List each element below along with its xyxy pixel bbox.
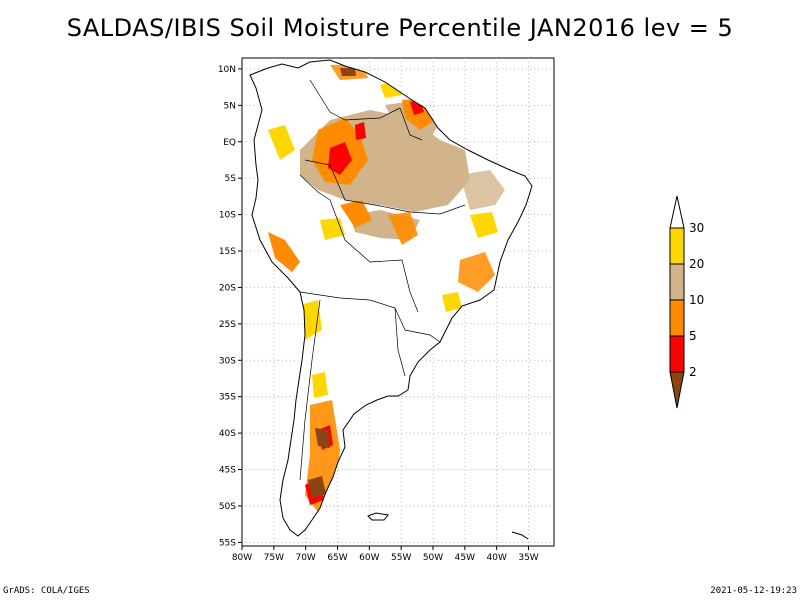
region-patagonia-brown bbox=[315, 428, 330, 448]
region-bolivia-orange bbox=[388, 212, 418, 245]
colorbar-legend: 30 20 10 5 2 bbox=[669, 195, 704, 409]
lat-tick-label: EQ bbox=[223, 138, 236, 148]
lat-tick-label: 20S bbox=[219, 283, 236, 293]
colorbar-level-label: 10 bbox=[689, 293, 704, 307]
lat-tick-label: 5N bbox=[224, 101, 236, 111]
colorbar-segment bbox=[669, 263, 685, 301]
lat-tick-label: 5S bbox=[225, 174, 237, 184]
lon-tick-label: 75W bbox=[264, 553, 284, 563]
colorbar-segment bbox=[669, 335, 685, 373]
region-north-brown bbox=[340, 68, 356, 76]
region-patagonia-brown2 bbox=[308, 476, 326, 498]
region-gold-7 bbox=[442, 292, 462, 312]
colorbar-level-label: 2 bbox=[689, 365, 697, 379]
lon-tick-label: 50W bbox=[423, 553, 443, 563]
lon-tick-label: 40W bbox=[487, 553, 507, 563]
lon-tick-label: 60W bbox=[359, 553, 379, 563]
lon-tick-label: 55W bbox=[391, 553, 411, 563]
lon-tick-label: 35W bbox=[518, 553, 538, 563]
region-gold-4 bbox=[470, 212, 498, 238]
region-east-tan bbox=[460, 170, 505, 210]
footer-credit: GrADS: COLA/IGES bbox=[3, 586, 90, 596]
continent-outline bbox=[249, 59, 533, 537]
country-borders bbox=[299, 79, 466, 481]
lat-tick-label: 10N bbox=[218, 65, 236, 75]
colorbar-bottom-arrow bbox=[669, 371, 685, 409]
colorbar-top-arrow bbox=[669, 195, 685, 229]
map-axes: 80W 75W 70W 65W 60W 55W 50W 45W 40W 35W 10N 5N EQ 5S 1… bbox=[218, 65, 539, 563]
lat-tick-label: 45S bbox=[219, 466, 236, 476]
lon-tick-label: 65W bbox=[327, 553, 347, 563]
colorbar-level-label: 30 bbox=[689, 221, 704, 235]
region-chile-coast-orange bbox=[268, 232, 300, 272]
lon-tick-label: 80W bbox=[232, 553, 252, 563]
lat-tick-label: 55S bbox=[219, 538, 236, 548]
lat-tick-label: 10S bbox=[219, 211, 236, 221]
region-gold-6 bbox=[312, 372, 328, 398]
footer-timestamp: 2021-05-12-19:23 bbox=[710, 586, 797, 596]
lat-tick-label: 30S bbox=[219, 356, 236, 366]
region-amazon-red2 bbox=[355, 122, 366, 140]
lat-tick-label: 40S bbox=[219, 429, 236, 439]
lat-tick-label: 35S bbox=[219, 393, 236, 403]
colorbar-level-label: 20 bbox=[689, 257, 704, 271]
south-georgia-island bbox=[511, 531, 529, 540]
lat-tick-label: 25S bbox=[219, 320, 236, 330]
map-title: SALDAS/IBIS Soil Moisture Percentile JAN… bbox=[66, 14, 734, 42]
colorbar-level-label: 5 bbox=[689, 329, 697, 343]
colorbar-segment bbox=[669, 227, 685, 265]
region-minas-orange bbox=[458, 252, 495, 292]
falklands-island bbox=[367, 512, 389, 521]
region-mato-orange bbox=[340, 200, 372, 228]
region-gold-1 bbox=[268, 125, 295, 160]
lon-tick-label: 45W bbox=[455, 553, 475, 563]
region-gold-3 bbox=[300, 300, 322, 340]
region-amazon-red bbox=[328, 142, 352, 175]
lat-tick-label: 15S bbox=[219, 247, 236, 257]
lon-tick-label: 70W bbox=[295, 553, 315, 563]
lat-tick-label: 50S bbox=[219, 502, 236, 512]
colorbar-segment bbox=[669, 299, 685, 337]
